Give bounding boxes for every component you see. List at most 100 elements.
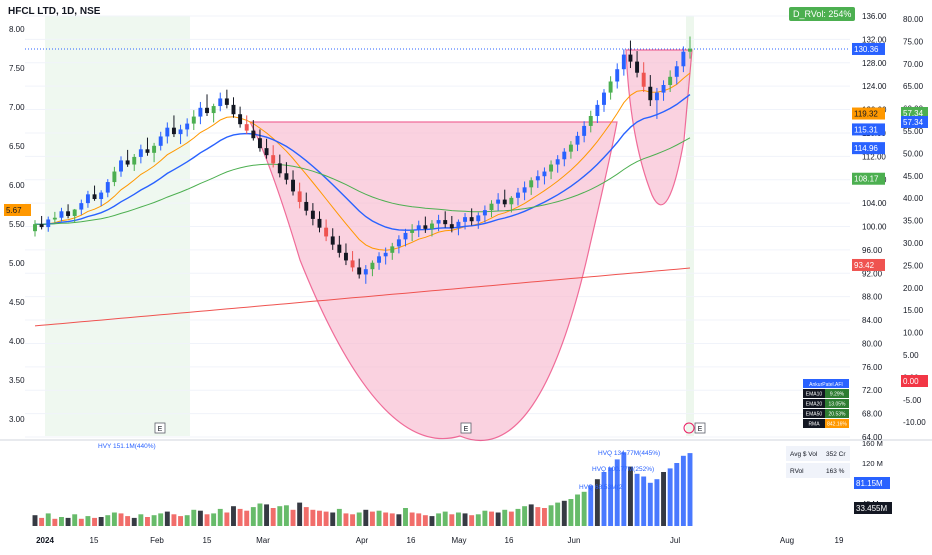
moving-average-lines [34,72,691,327]
volume-tick: 160 M [862,439,883,448]
candle [661,80,666,101]
price-tag: 93.42 [852,258,885,271]
volume-bar [482,510,488,526]
volume-bar [356,512,362,526]
candle [138,144,143,164]
candle [52,211,57,224]
candle [39,215,44,230]
volume-bar [72,514,78,526]
volume-bar [608,467,614,526]
candle-body [549,164,554,172]
candle [668,70,673,93]
candle [238,106,243,128]
volume-stats-val: 163 % [826,468,845,475]
candle [562,148,567,167]
price-tick: 88.00 [862,293,883,302]
annotations: HVY 151.1M(440%) HVQ 134.77M(445%) HVQ 100… [98,379,850,491]
volume-bar [283,505,289,526]
candle-body [350,260,355,268]
right-tick: 30.00 [903,239,924,248]
price-tick: 124.00 [862,82,887,91]
candle-body [317,218,322,228]
earnings-box [460,422,472,434]
candle-body [171,127,176,135]
candle-body [674,66,679,77]
volume-annotation: HVY 151.1M(440%) [98,443,156,450]
volume-bar [250,507,256,526]
candle [152,142,157,163]
price-tick: 100.00 [862,223,887,232]
price-tag-label: 119.32 [854,110,878,119]
left-tick: 5.50 [9,220,25,229]
candle-body [529,180,534,188]
candle-body [125,160,130,165]
volume-annotation: HVQ 100.77M(252%) [592,466,654,473]
candle-body [403,232,408,240]
time-tick: 15 [203,536,212,545]
candle [85,190,90,208]
candle-body [522,187,527,193]
candle-body [145,149,150,153]
candle [33,220,37,237]
volume-bar [449,514,455,526]
time-tick: Apr [356,536,369,545]
left-tick: 3.50 [9,376,25,385]
volume-bar [581,491,587,526]
candle-body [482,210,487,216]
price-tag-label: 57.34 [903,109,924,118]
candle-body [284,173,289,180]
volume-bar [508,511,514,526]
volume-bar [191,509,197,526]
right-tick: 55.00 [903,127,924,136]
candle [370,260,375,277]
candle-body [257,138,262,149]
candle [430,220,434,237]
stats-row-key-bg [803,419,825,428]
price-tick: 104.00 [862,199,887,208]
right-tick: 25.00 [903,261,924,270]
candle-body [185,123,190,130]
time-tick: Aug [780,536,794,545]
volume-bar [145,517,150,526]
volume-bar [588,485,594,526]
candle [343,243,348,266]
earnings-box [694,422,706,434]
candle [549,160,554,180]
volume-bar [237,508,243,526]
volume-bar [522,506,528,526]
price-tag-bg [852,142,885,155]
candle-body [410,230,415,233]
candle [410,224,415,242]
candle [681,46,686,73]
candle-body [33,224,37,232]
price-tick: 64.00 [862,433,883,442]
candle-body [641,72,646,87]
price-tick: 92.00 [862,269,883,278]
candle-body [654,92,659,101]
candle-body [152,145,157,153]
candle-body [568,144,573,152]
candle [304,192,309,216]
candle [648,75,653,107]
candle-body [621,54,626,70]
volume-annotation: HVQ 134.77M(445%) [598,450,660,457]
price-tick: 84.00 [862,316,883,325]
volume-stats-row [786,446,850,461]
candle-body [588,115,593,126]
candle [489,200,494,218]
ema20-line [34,94,691,231]
candle [436,214,441,232]
candle [509,196,514,213]
volume-bar [621,452,627,526]
candle [654,87,659,119]
volume-bar [178,516,184,526]
price-tick: 132.00 [862,35,887,44]
volume-bar [277,506,283,526]
candle-body [99,192,104,200]
volume-bar [416,513,422,526]
right-tick: 70.00 [903,60,924,69]
stats-table: AnkurPatel.AFI EMA10 9.29% EMA20 13.05% EMA50… [803,379,849,428]
volume-bar [125,516,131,526]
